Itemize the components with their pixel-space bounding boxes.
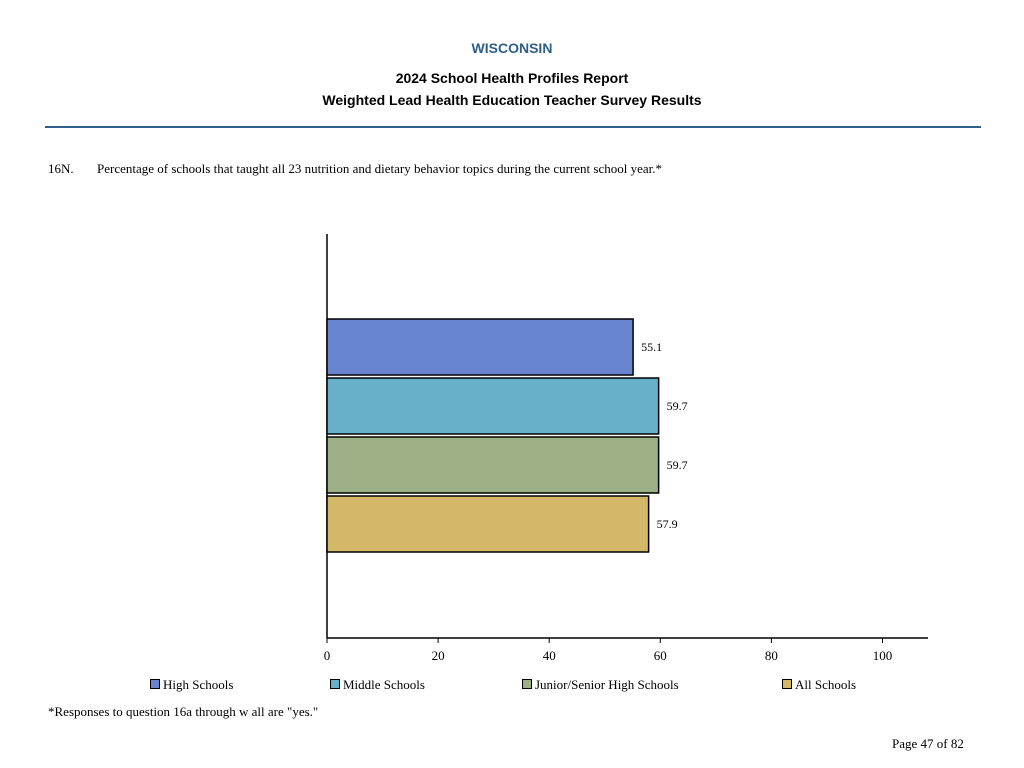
x-tick-label: 20 xyxy=(432,648,445,663)
report-title: 2024 School Health Profiles Report xyxy=(395,70,629,86)
bar-middle-schools xyxy=(326,377,660,435)
legend-item: High Schools xyxy=(150,677,233,693)
legend-swatch xyxy=(330,679,340,689)
state-name: WISCONSIN xyxy=(471,40,553,56)
question-number: 16N. xyxy=(48,161,74,176)
x-tick-label: 0 xyxy=(324,648,331,663)
bar-all-schools xyxy=(326,495,650,553)
page-number: Page 47 of 82 xyxy=(892,736,964,751)
x-tick-label: 60 xyxy=(654,648,667,663)
legend-label: All Schools xyxy=(795,677,857,692)
x-tick-label: 100 xyxy=(873,648,893,663)
data-label: 55.1 xyxy=(641,340,662,354)
legend-item: Junior/Senior High Schools xyxy=(522,677,679,693)
bar-junior-senior-high-schools xyxy=(326,436,660,494)
data-label: 57.9 xyxy=(657,517,678,531)
data-label: 59.7 xyxy=(667,458,688,472)
footnote: *Responses to question 16a through w all… xyxy=(48,704,319,719)
legend-label: Junior/Senior High Schools xyxy=(535,677,679,692)
legend-item: Middle Schools xyxy=(330,677,425,693)
report-subtitle: Weighted Lead Health Education Teacher S… xyxy=(322,92,702,108)
legend-swatch xyxy=(782,679,792,689)
question-text: Percentage of schools that taught all 23… xyxy=(97,161,662,176)
header-divider xyxy=(45,126,981,128)
legend-label: High Schools xyxy=(163,677,234,692)
bar-high-schools xyxy=(326,318,634,376)
legend-item: All Schools xyxy=(782,677,856,693)
chart-legend: High Schools Middle Schools Junior/Senior … xyxy=(0,677,1024,695)
legend-label: Middle Schools xyxy=(343,677,425,692)
legend-swatch xyxy=(150,679,160,689)
x-tick-label: 40 xyxy=(543,648,556,663)
data-label: 59.7 xyxy=(667,399,688,413)
x-tick-label: 80 xyxy=(765,648,778,663)
legend-swatch xyxy=(522,679,532,689)
